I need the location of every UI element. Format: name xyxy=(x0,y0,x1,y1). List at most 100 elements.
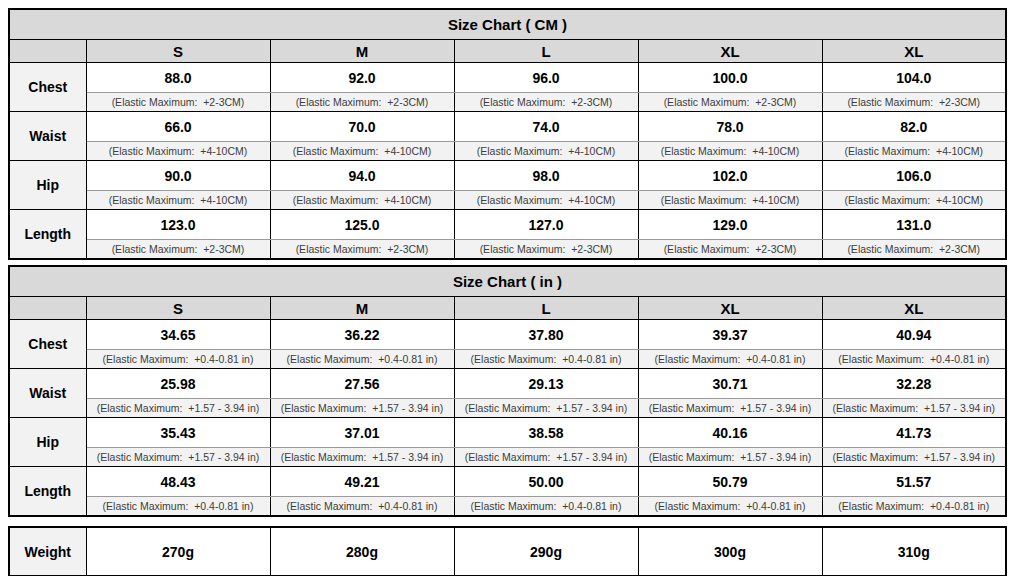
measurement-value: 92.0 xyxy=(270,63,454,93)
measurement-label-length: Length xyxy=(9,210,86,260)
elastic-note: (Elastic Maximum: +2-3CM) xyxy=(270,240,454,260)
size-chart-in-table: Size Chart ( in ) S M L XL XL Chest 34.6… xyxy=(8,265,1007,517)
size-header-xl2: XL xyxy=(822,40,1006,63)
elastic-note: (Elastic Maximum: +1.57 - 3.94 in) xyxy=(638,448,822,467)
elastic-note: (Elastic Maximum: +1.57 - 3.94 in) xyxy=(270,448,454,467)
elastic-note: (Elastic Maximum: +1.57 - 3.94 in) xyxy=(454,399,638,418)
table-title-in: Size Chart ( in ) xyxy=(9,266,1006,297)
elastic-note: (Elastic Maximum: +0.4-0.81 in) xyxy=(638,497,822,517)
elastic-note: (Elastic Maximum: +2-3CM) xyxy=(454,240,638,260)
measurement-value: 102.0 xyxy=(638,161,822,191)
measurement-value: 36.22 xyxy=(270,320,454,350)
size-chart-cm-table: Size Chart ( CM ) S M L XL XL Chest 88.0… xyxy=(8,8,1007,260)
measurement-value: 37.80 xyxy=(454,320,638,350)
elastic-note: (Elastic Maximum: +0.4-0.81 in) xyxy=(822,497,1006,517)
elastic-note: (Elastic Maximum: +4-10CM) xyxy=(822,191,1006,210)
corner-cell xyxy=(9,40,86,63)
elastic-note: (Elastic Maximum: +4-10CM) xyxy=(86,191,270,210)
measurement-value: 125.0 xyxy=(270,210,454,240)
elastic-note: (Elastic Maximum: +2-3CM) xyxy=(638,240,822,260)
elastic-note: (Elastic Maximum: +4-10CM) xyxy=(270,191,454,210)
elastic-note: (Elastic Maximum: +1.57 - 3.94 in) xyxy=(86,448,270,467)
size-header-xl2: XL xyxy=(822,297,1006,320)
measurement-value: 82.0 xyxy=(822,112,1006,142)
measurement-value: 104.0 xyxy=(822,63,1006,93)
measurement-value: 96.0 xyxy=(454,63,638,93)
elastic-note: (Elastic Maximum: +1.57 - 3.94 in) xyxy=(270,399,454,418)
elastic-note: (Elastic Maximum: +4-10CM) xyxy=(86,142,270,161)
elastic-note: (Elastic Maximum: +4-10CM) xyxy=(270,142,454,161)
elastic-note: (Elastic Maximum: +0.4-0.81 in) xyxy=(638,350,822,369)
measurement-value: 90.0 xyxy=(86,161,270,191)
elastic-note: (Elastic Maximum: +1.57 - 3.94 in) xyxy=(822,399,1006,418)
elastic-note: (Elastic Maximum: +1.57 - 3.94 in) xyxy=(638,399,822,418)
size-header-l: L xyxy=(454,297,638,320)
measurement-value: 100.0 xyxy=(638,63,822,93)
size-chart-sheet: Size Chart ( CM ) S M L XL XL Chest 88.0… xyxy=(0,0,1015,576)
measurement-label-length: Length xyxy=(9,467,86,517)
measurement-value: 123.0 xyxy=(86,210,270,240)
elastic-note: (Elastic Maximum: +0.4-0.81 in) xyxy=(822,350,1006,369)
measurement-value: 66.0 xyxy=(86,112,270,142)
size-header-xl: XL xyxy=(638,297,822,320)
elastic-note: (Elastic Maximum: +1.57 - 3.94 in) xyxy=(86,399,270,418)
weight-value-s: 270g xyxy=(86,527,270,576)
weight-value-xl2: 310g xyxy=(822,527,1006,576)
measurement-value: 74.0 xyxy=(454,112,638,142)
elastic-note: (Elastic Maximum: +2-3CM) xyxy=(86,93,270,112)
elastic-note: (Elastic Maximum: +2-3CM) xyxy=(822,240,1006,260)
elastic-note: (Elastic Maximum: +4-10CM) xyxy=(454,142,638,161)
measurement-value: 50.00 xyxy=(454,467,638,497)
size-header-m: M xyxy=(270,297,454,320)
measurement-value: 40.94 xyxy=(822,320,1006,350)
size-header-s: S xyxy=(86,40,270,63)
elastic-note: (Elastic Maximum: +0.4-0.81 in) xyxy=(270,350,454,369)
measurement-value: 29.13 xyxy=(454,369,638,399)
measurement-value: 131.0 xyxy=(822,210,1006,240)
measurement-value: 37.01 xyxy=(270,418,454,448)
measurement-value: 41.73 xyxy=(822,418,1006,448)
measurement-label-waist: Waist xyxy=(9,112,86,161)
elastic-note: (Elastic Maximum: +2-3CM) xyxy=(454,93,638,112)
elastic-note: (Elastic Maximum: +2-3CM) xyxy=(638,93,822,112)
elastic-note: (Elastic Maximum: +4-10CM) xyxy=(638,191,822,210)
elastic-note: (Elastic Maximum: +0.4-0.81 in) xyxy=(454,497,638,517)
measurement-label-hip: Hip xyxy=(9,418,86,467)
measurement-value: 25.98 xyxy=(86,369,270,399)
weight-value-m: 280g xyxy=(270,527,454,576)
elastic-note: (Elastic Maximum: +4-10CM) xyxy=(454,191,638,210)
measurement-value: 32.28 xyxy=(822,369,1006,399)
measurement-value: 50.79 xyxy=(638,467,822,497)
measurement-value: 39.37 xyxy=(638,320,822,350)
measurement-value: 49.21 xyxy=(270,467,454,497)
elastic-note: (Elastic Maximum: +0.4-0.81 in) xyxy=(454,350,638,369)
weight-value-l: 290g xyxy=(454,527,638,576)
corner-cell xyxy=(9,297,86,320)
size-header-s: S xyxy=(86,297,270,320)
measurement-value: 27.56 xyxy=(270,369,454,399)
weight-label: Weight xyxy=(9,527,86,576)
elastic-note: (Elastic Maximum: +2-3CM) xyxy=(270,93,454,112)
elastic-note: (Elastic Maximum: +0.4-0.81 in) xyxy=(270,497,454,517)
elastic-note: (Elastic Maximum: +2-3CM) xyxy=(822,93,1006,112)
measurement-value: 34.65 xyxy=(86,320,270,350)
measurement-label-chest: Chest xyxy=(9,63,86,112)
measurement-label-chest: Chest xyxy=(9,320,86,369)
size-header-xl: XL xyxy=(638,40,822,63)
measurement-value: 88.0 xyxy=(86,63,270,93)
measurement-value: 30.71 xyxy=(638,369,822,399)
measurement-value: 78.0 xyxy=(638,112,822,142)
elastic-note: (Elastic Maximum: +4-10CM) xyxy=(638,142,822,161)
elastic-note: (Elastic Maximum: +2-3CM) xyxy=(86,240,270,260)
measurement-label-waist: Waist xyxy=(9,369,86,418)
weight-value-xl: 300g xyxy=(638,527,822,576)
elastic-note: (Elastic Maximum: +0.4-0.81 in) xyxy=(86,497,270,517)
table-title-cm: Size Chart ( CM ) xyxy=(9,9,1006,40)
elastic-note: (Elastic Maximum: +4-10CM) xyxy=(822,142,1006,161)
measurement-value: 51.57 xyxy=(822,467,1006,497)
measurement-value: 106.0 xyxy=(822,161,1006,191)
elastic-note: (Elastic Maximum: +1.57 - 3.94 in) xyxy=(822,448,1006,467)
elastic-note: (Elastic Maximum: +0.4-0.81 in) xyxy=(86,350,270,369)
size-header-l: L xyxy=(454,40,638,63)
measurement-value: 38.58 xyxy=(454,418,638,448)
